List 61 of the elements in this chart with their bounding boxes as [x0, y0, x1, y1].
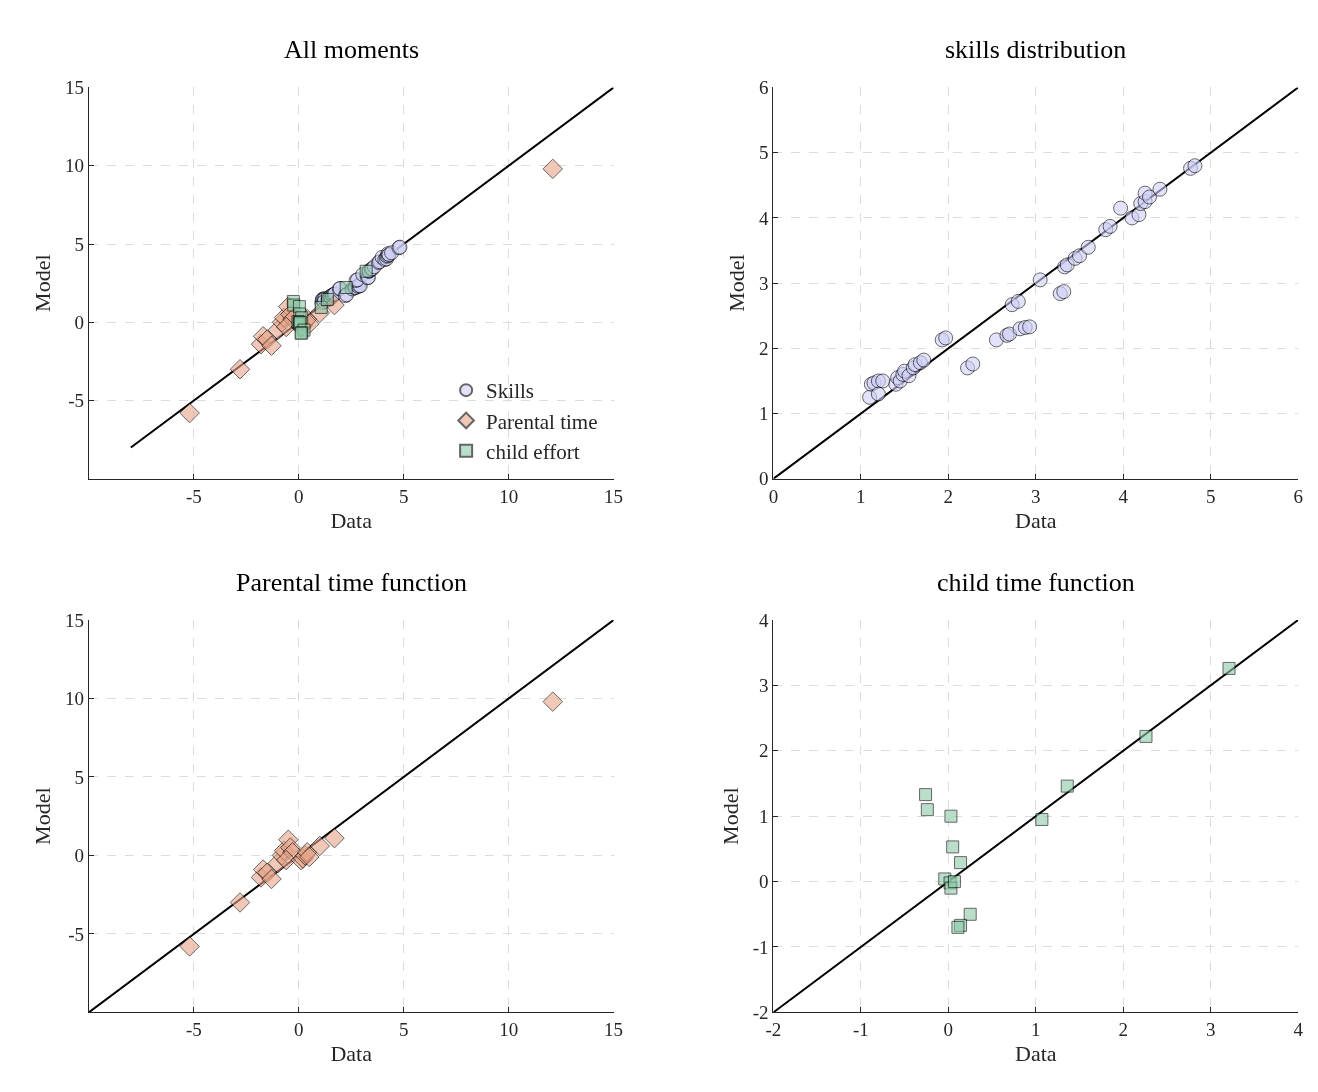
x-tick-label: 4 [1293, 1019, 1304, 1041]
y-tick-label: 15 [65, 77, 85, 99]
x-tick-label: 0 [294, 485, 304, 507]
y-tick-label: 3 [759, 675, 769, 697]
x-tick-label: 15 [604, 485, 624, 507]
legend-label: Parental time [486, 409, 598, 434]
legend-label: child effort [486, 439, 580, 464]
x-tick-label: 1 [1031, 1019, 1041, 1041]
chart-title: skills distribution [945, 35, 1127, 64]
x-tick-label: 10 [499, 485, 519, 507]
y-tick-label: 5 [759, 142, 769, 164]
y-axis-title: Model [29, 254, 55, 312]
chart-title: Parental time function [236, 568, 468, 597]
x-tick-label: 0 [294, 1019, 304, 1041]
y-tick-label: 2 [759, 338, 769, 360]
y-tick-label: -2 [752, 1002, 769, 1023]
x-tick-label: 1 [856, 485, 866, 507]
y-tick-label: 15 [65, 609, 85, 631]
y-tick-label: -1 [752, 936, 769, 958]
legend-label: Skills [486, 379, 534, 404]
y-tick-label: 0 [759, 468, 769, 490]
x-tick-label: 3 [1031, 485, 1041, 507]
x-axis-title: Data [330, 1041, 373, 1067]
y-tick-label: 4 [759, 207, 770, 229]
x-tick-label: 5 [398, 485, 409, 507]
y-tick-label: 1 [759, 805, 769, 827]
y-tick-label: 2 [759, 740, 769, 762]
x-axis-title: Data [1015, 507, 1057, 533]
x-tick-label: 6 [1293, 485, 1303, 507]
chart-title: All moments [284, 35, 420, 64]
y-tick-label: 0 [74, 311, 85, 333]
x-tick-label: -5 [185, 1019, 202, 1041]
y-axis-title: Model [723, 254, 749, 312]
x-tick-label: 10 [499, 1019, 519, 1041]
y-tick-label: -5 [68, 390, 85, 412]
y-tick-label: -5 [68, 923, 85, 945]
x-tick-label: 5 [398, 1019, 409, 1041]
x-tick-label: -5 [185, 485, 202, 507]
y-tick-label: 10 [65, 155, 85, 177]
y-tick-label: 6 [759, 77, 769, 99]
y-tick-label: 10 [65, 688, 85, 710]
y-tick-label: 0 [74, 845, 85, 867]
x-tick-label: 5 [1205, 485, 1216, 507]
y-tick-label: 5 [74, 766, 85, 788]
chart-title: child time function [937, 568, 1135, 597]
y-tick-label: 3 [759, 272, 769, 294]
y-tick-label: 5 [74, 233, 85, 255]
x-tick-label: 2 [943, 485, 954, 507]
x-axis-title: Data [330, 507, 373, 533]
y-axis-title: Model [717, 787, 743, 845]
x-tick-label: 0 [943, 1019, 954, 1041]
y-tick-label: 0 [759, 871, 769, 893]
x-tick-label: 4 [1118, 485, 1129, 507]
x-tick-label: -1 [852, 1019, 869, 1041]
y-tick-label: 4 [759, 609, 770, 631]
y-tick-label: 1 [759, 403, 769, 425]
x-tick-label: 15 [604, 1019, 624, 1041]
y-axis-title: Model [29, 787, 55, 845]
x-tick-label: 3 [1205, 1019, 1216, 1041]
x-axis-title: Data [1015, 1041, 1057, 1067]
x-tick-label: 2 [1118, 1019, 1128, 1041]
